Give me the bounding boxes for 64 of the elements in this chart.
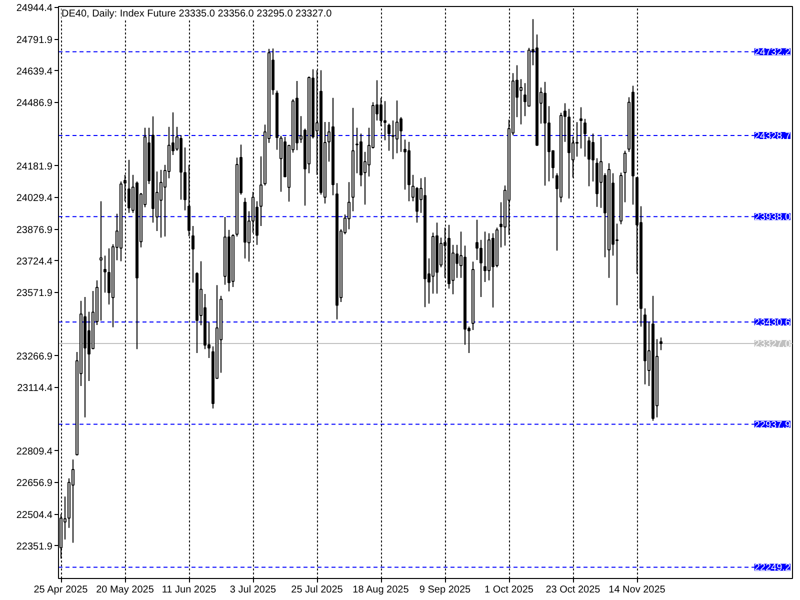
x-tick-label: 14 Nov 2025 bbox=[608, 584, 666, 596]
y-tick-label: 24029.4 bbox=[16, 193, 53, 204]
y-tick-label: 23114.4 bbox=[17, 383, 53, 394]
candlestick bbox=[128, 159, 130, 214]
ref-line-label: 23430.6 bbox=[754, 317, 791, 328]
y-tick-label: 22809.4 bbox=[16, 446, 53, 458]
candlestick bbox=[260, 156, 262, 226]
x-tick-label: 11 Jun 2025 bbox=[162, 584, 217, 596]
y-tick-label: 22656.9 bbox=[16, 478, 53, 490]
candlestick bbox=[124, 174, 126, 202]
y-tick-label: 24486.9 bbox=[16, 98, 53, 110]
candlestick bbox=[160, 169, 162, 238]
candlestick bbox=[416, 186, 418, 224]
candlestick bbox=[348, 182, 350, 230]
candlestick bbox=[476, 219, 478, 261]
candlestick bbox=[588, 136, 590, 187]
y-tick-label: 23876.9 bbox=[16, 224, 53, 236]
candlestick bbox=[192, 225, 194, 284]
candlestick bbox=[580, 106, 582, 150]
ref-line-label: 24732.2 bbox=[754, 47, 791, 58]
x-tick-label: 20 May 2025 bbox=[96, 584, 154, 596]
x-tick-label: 1 Oct 2025 bbox=[484, 584, 534, 596]
y-tick-label: 24944.4 bbox=[16, 3, 53, 14]
candlestick bbox=[520, 78, 522, 125]
candlestick bbox=[400, 116, 402, 152]
y-tick-label: 22504.4 bbox=[16, 510, 53, 521]
candlestick bbox=[380, 97, 382, 127]
x-tick-label: 25 Jul 2025 bbox=[291, 584, 344, 596]
candlestick bbox=[484, 231, 486, 283]
chart-title: DE40, Daily: Index Future 23335.0 23356.0 23295.0 23327.0 bbox=[62, 8, 332, 20]
y-tick-label: 22351.9 bbox=[16, 541, 53, 552]
x-tick-label: 25 Apr 2025 bbox=[34, 584, 88, 596]
candlestick bbox=[396, 100, 398, 154]
candlestick bbox=[480, 239, 482, 298]
x-tick-label: 9 Sep 2025 bbox=[419, 584, 472, 596]
candlestick bbox=[108, 248, 110, 305]
candlestick bbox=[384, 100, 386, 141]
candlestick bbox=[100, 200, 102, 322]
candlestick bbox=[404, 139, 406, 190]
ref-line-label: 22249.2 bbox=[754, 562, 791, 574]
x-tick-label: 3 Jul 2025 bbox=[230, 584, 277, 596]
candlestick bbox=[592, 133, 594, 182]
y-tick-label: 23266.9 bbox=[16, 351, 53, 362]
candlestick bbox=[584, 118, 586, 158]
candlestick bbox=[356, 127, 358, 174]
candlestick bbox=[388, 123, 390, 152]
candlestick bbox=[88, 311, 90, 382]
y-tick-label: 23724.4 bbox=[16, 256, 53, 268]
ref-line-label: 24328.7 bbox=[754, 130, 791, 142]
y-tick-label: 24791.9 bbox=[16, 34, 53, 46]
y-tick-label: 24181.9 bbox=[16, 161, 53, 172]
x-tick-label: 23 Oct 2025 bbox=[546, 584, 601, 596]
ref-line-label: 23327.0 bbox=[754, 338, 791, 350]
candlestick bbox=[624, 150, 626, 203]
candlestick bbox=[576, 122, 578, 158]
candlestick bbox=[104, 255, 106, 294]
candlestick bbox=[72, 459, 74, 544]
y-tick-label: 24639.4 bbox=[16, 66, 53, 78]
ref-line-label: 22937.9 bbox=[754, 420, 791, 431]
candlestick bbox=[660, 336, 662, 351]
y-tick-label: 23571.9 bbox=[16, 288, 53, 300]
candlestick bbox=[392, 120, 394, 160]
candlestick bbox=[456, 244, 458, 278]
x-tick-label: 18 Aug 2025 bbox=[352, 584, 410, 596]
